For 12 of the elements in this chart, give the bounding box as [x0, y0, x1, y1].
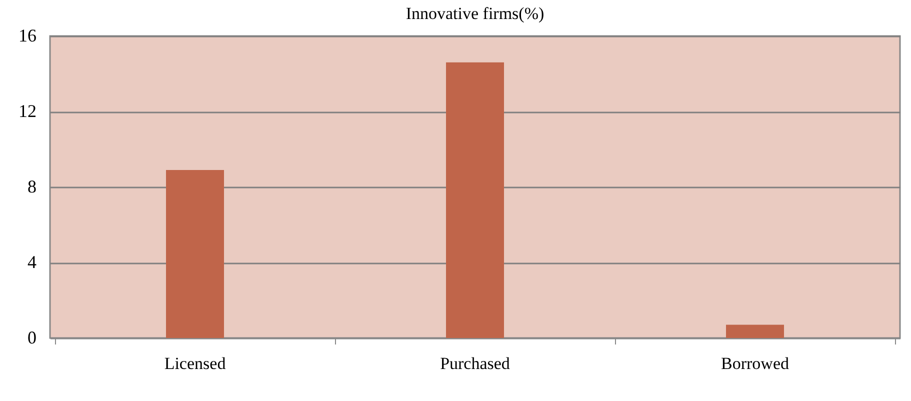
bar — [166, 170, 224, 338]
y-tick-label: 0 — [28, 328, 36, 348]
x-tick-label: Licensed — [164, 354, 226, 373]
y-tick-label: 16 — [18, 26, 36, 46]
x-tick-label: Purchased — [440, 354, 510, 373]
y-tick-label: 8 — [28, 176, 36, 196]
chart-title: Innovative firms(%) — [406, 4, 544, 23]
bar — [446, 62, 504, 338]
y-tick-label: 12 — [18, 101, 36, 121]
y-tick-label: 4 — [28, 252, 36, 272]
bar — [726, 324, 784, 338]
x-tick-label: Borrowed — [721, 354, 790, 373]
